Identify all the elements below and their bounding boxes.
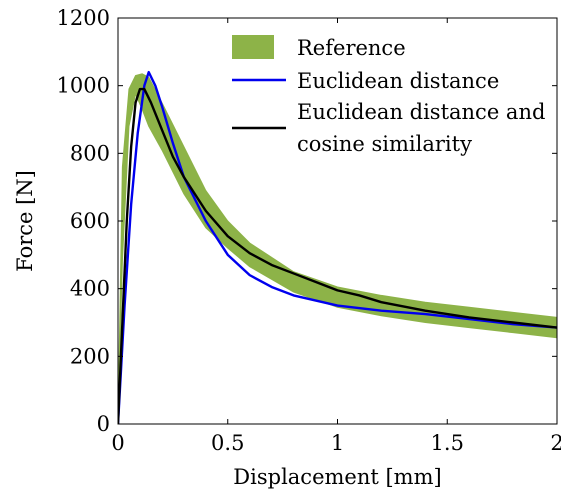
y-tick-label: 0 [97, 412, 110, 436]
legend-label-euclidean: Euclidean distance [297, 69, 499, 93]
series-band-reference [118, 73, 557, 424]
y-tick-label: 200 [70, 344, 110, 368]
x-tick-label: 0.5 [211, 431, 244, 455]
legend-label-euclidean-cosine-line2: cosine similarity [297, 132, 472, 156]
y-tick-label: 600 [70, 209, 110, 233]
ticks-layer: 0 0.5 1 1.5 2 0 200 400 600 800 1000 1200 [57, 6, 561, 455]
legend-swatch-reference [232, 35, 274, 59]
series-line-euclidean-cosine [118, 87, 557, 424]
y-tick-label: 1200 [57, 6, 110, 30]
x-tick-label: 1 [331, 431, 344, 455]
y-axis-label: Force [N] [13, 170, 37, 272]
y-tick-label: 400 [70, 277, 110, 301]
series-line-euclidean [118, 70, 557, 424]
legend-label-reference: Reference [297, 36, 406, 60]
series-layer [118, 70, 557, 424]
x-tick-label: 2 [550, 431, 561, 455]
legend-label-euclidean-cosine-line1: Euclidean distance and [297, 100, 545, 124]
legend: Reference Euclidean distance Euclidean dis… [232, 35, 545, 156]
x-axis-label: Displacement [mm] [233, 465, 441, 489]
y-tick-label: 1000 [57, 74, 110, 98]
y-tick-label: 800 [70, 141, 110, 165]
x-tick-label: 1.5 [431, 431, 464, 455]
x-tick-label: 0 [111, 431, 124, 455]
